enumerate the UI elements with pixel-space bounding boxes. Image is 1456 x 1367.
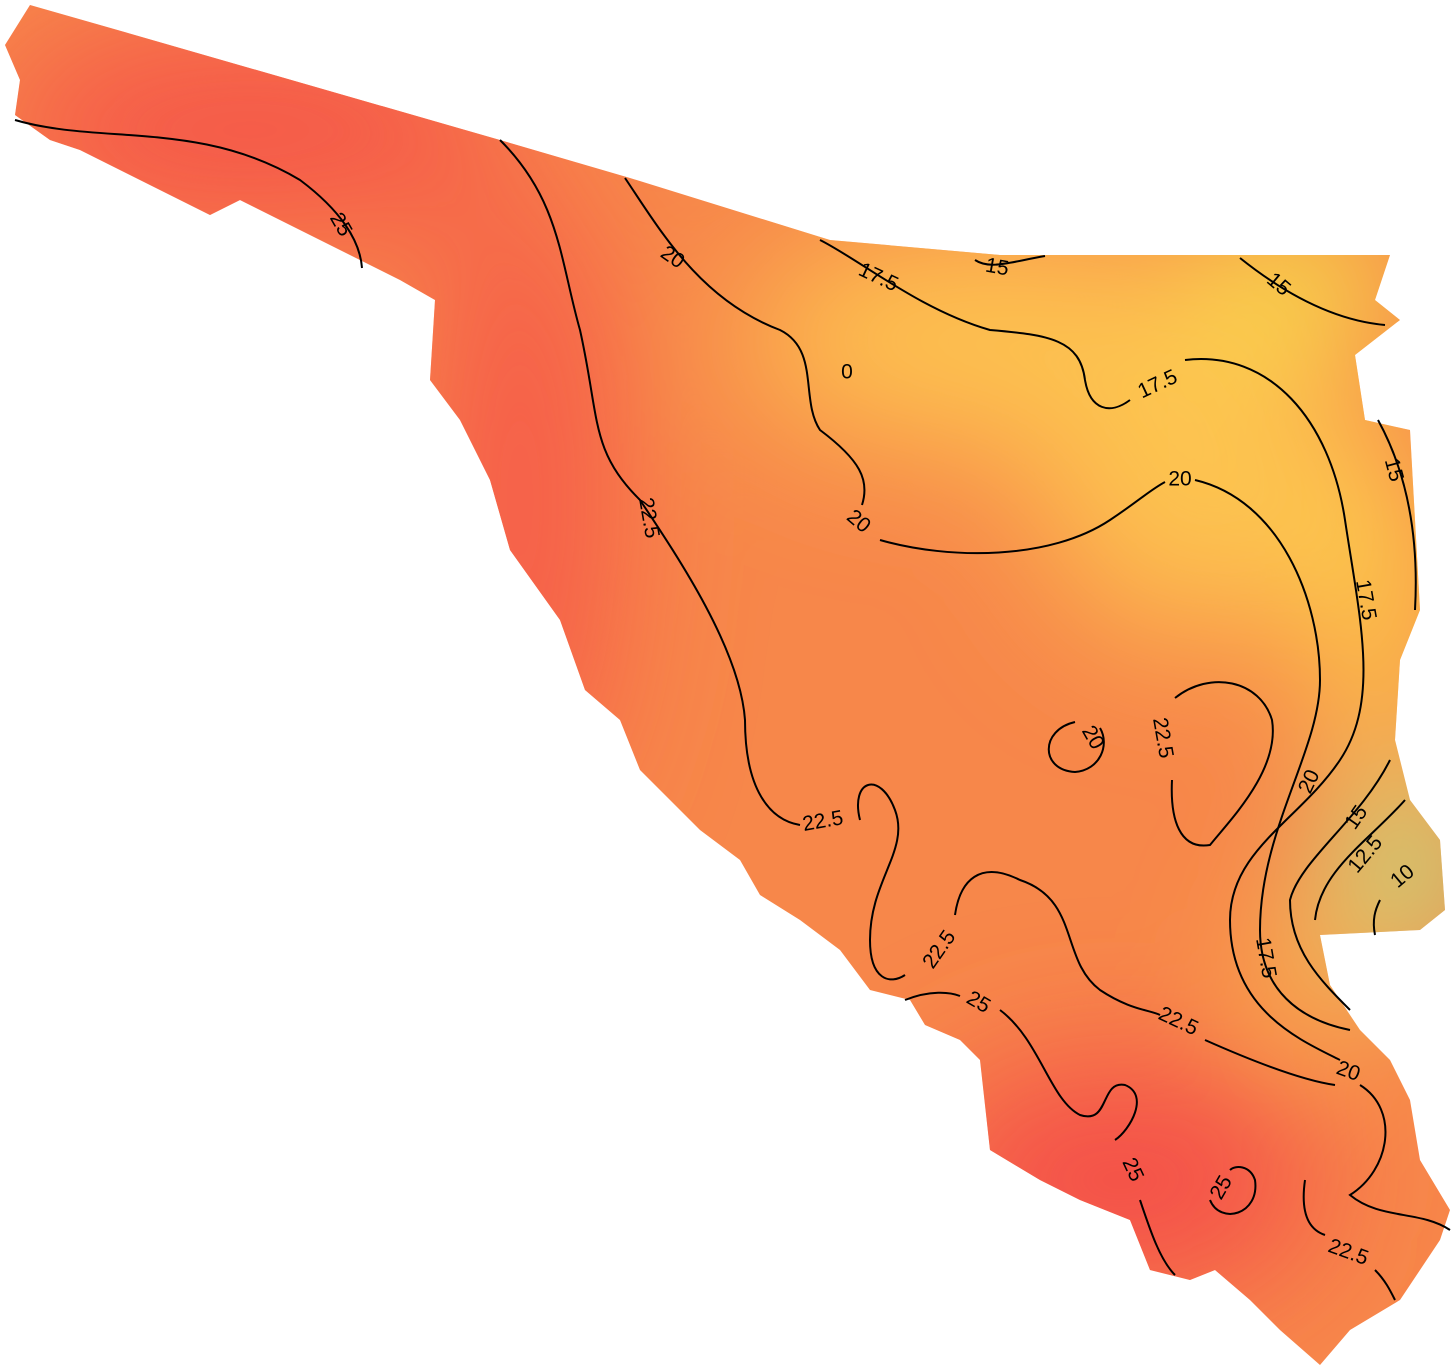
contour-lines xyxy=(14,119,1451,1301)
contour-label: 0 xyxy=(841,361,853,384)
contour-label: 20 xyxy=(1168,468,1191,491)
contour-label: 15 xyxy=(984,254,1011,281)
